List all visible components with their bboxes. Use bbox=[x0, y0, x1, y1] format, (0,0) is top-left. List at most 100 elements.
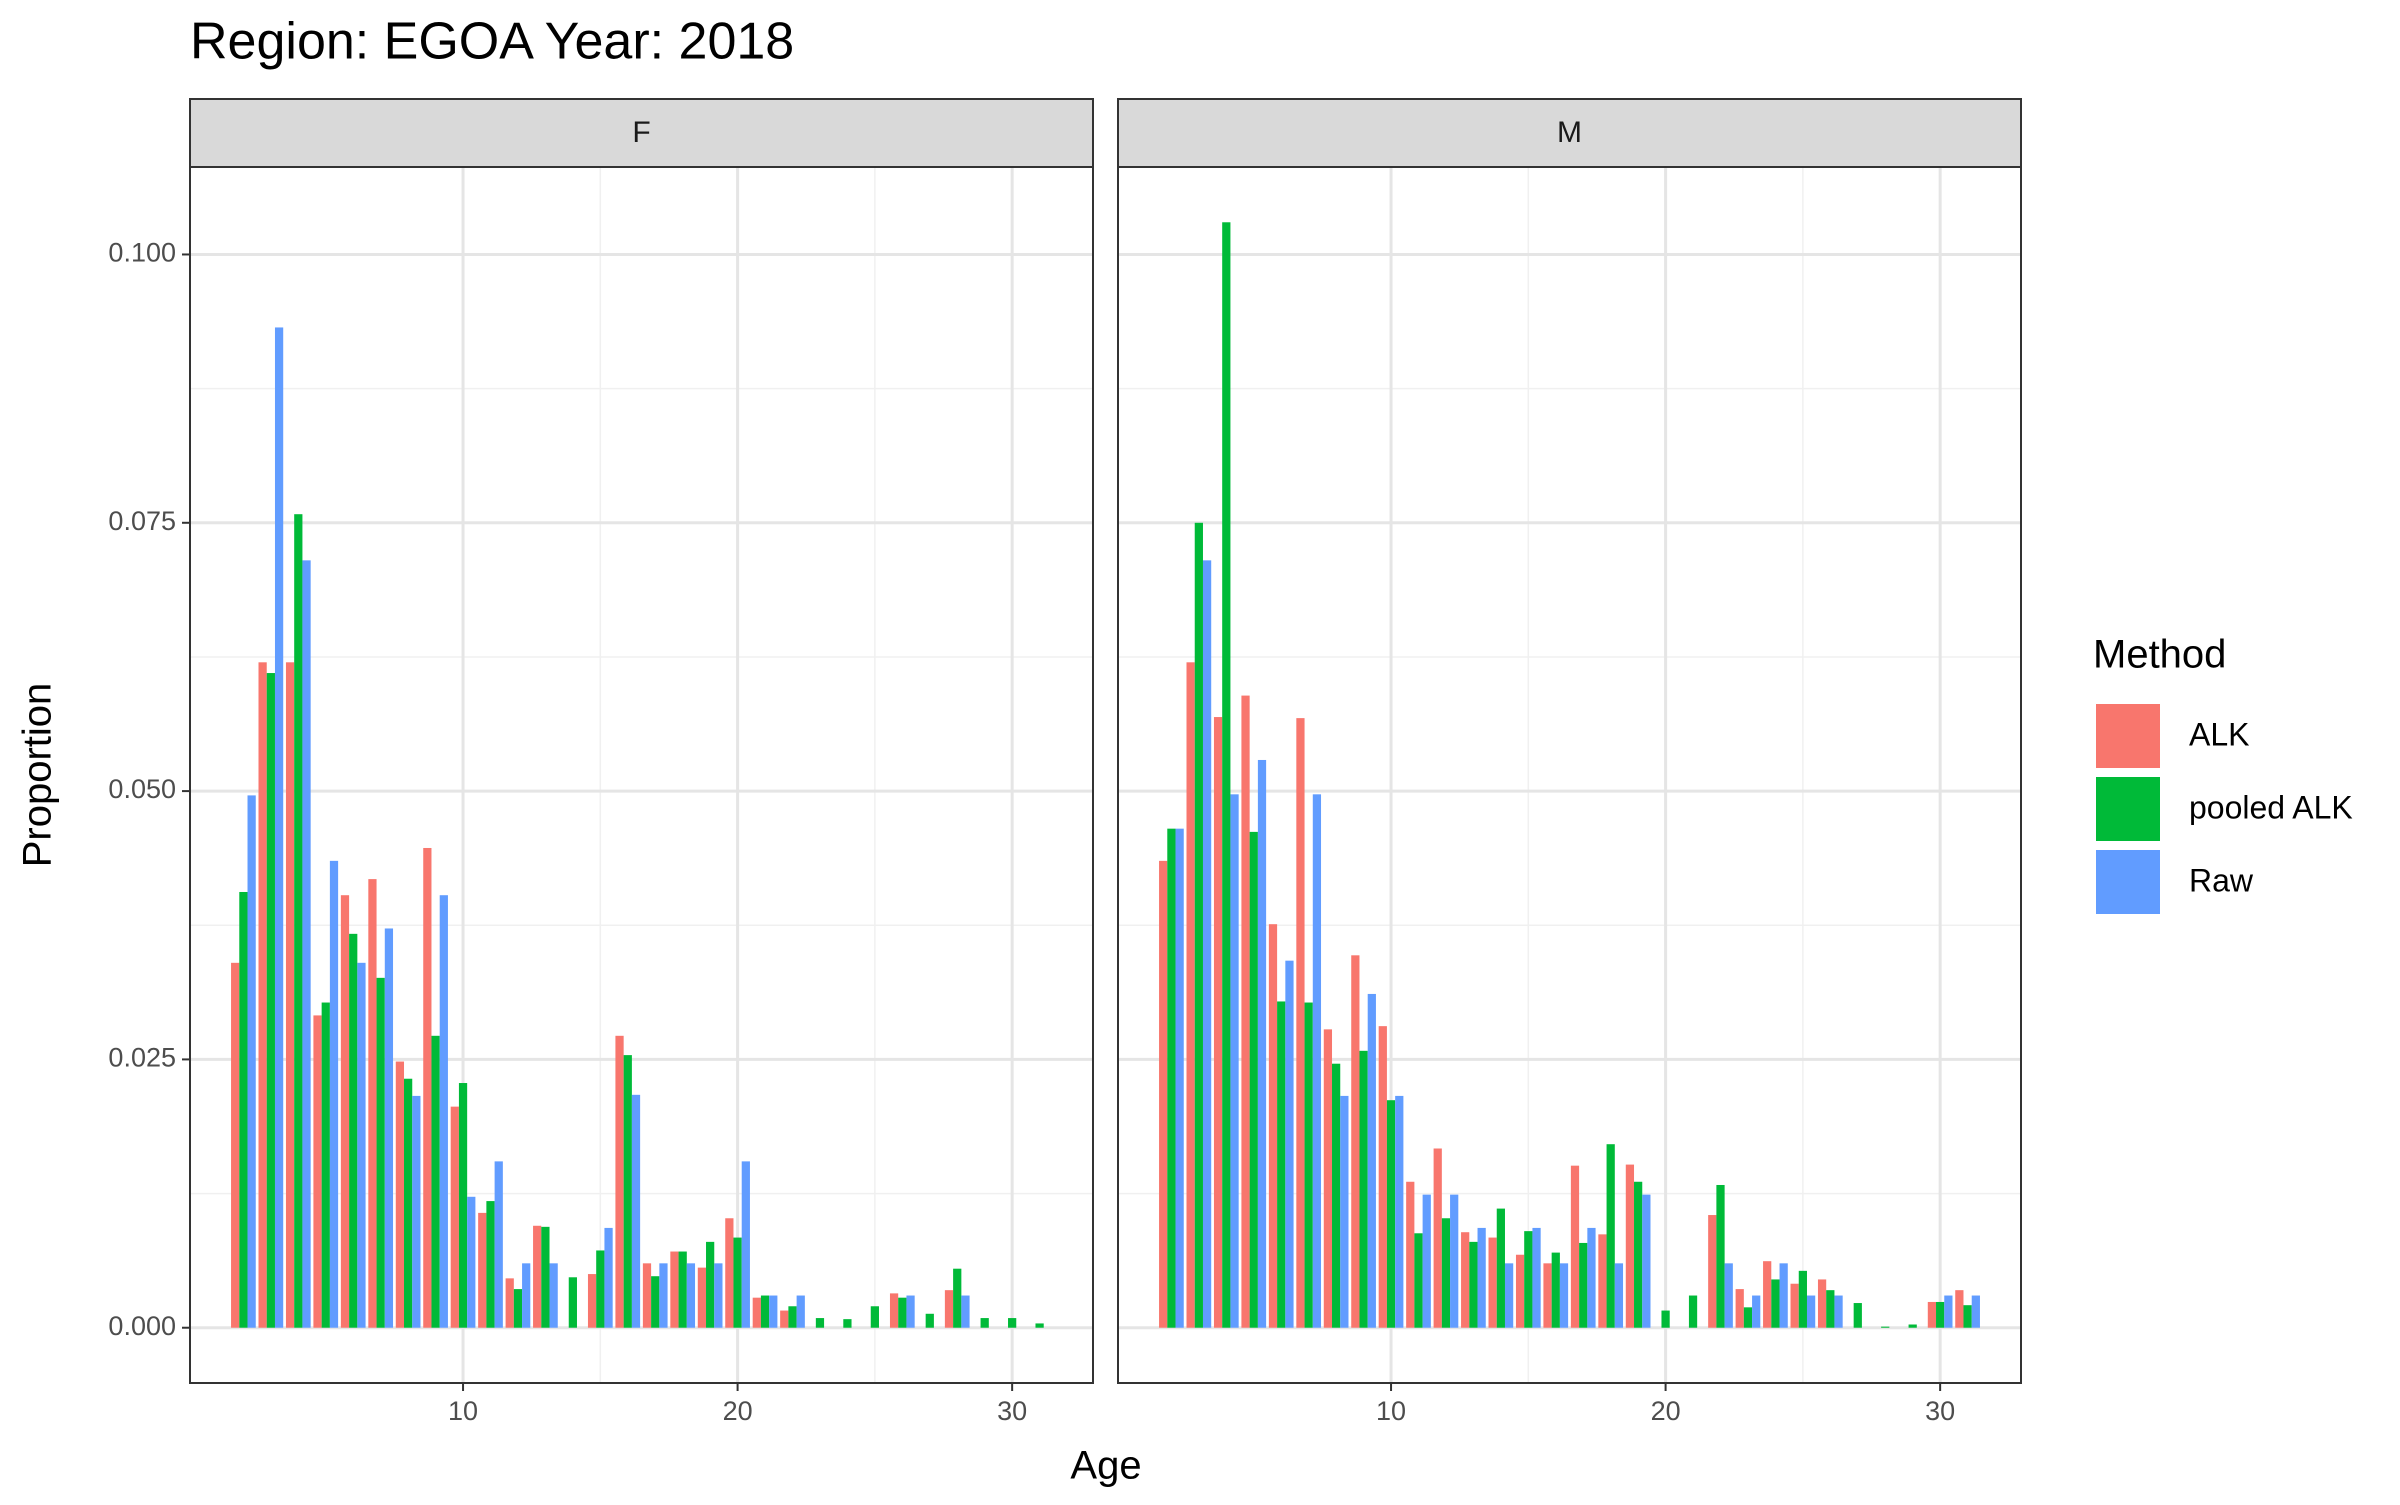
bar bbox=[1277, 1001, 1286, 1328]
bar bbox=[349, 933, 358, 1328]
bar bbox=[1971, 1295, 1980, 1328]
bar bbox=[1806, 1295, 1816, 1328]
bar bbox=[1642, 1194, 1651, 1328]
bar bbox=[1524, 1231, 1533, 1328]
bar bbox=[1881, 1326, 1890, 1328]
bar bbox=[1798, 1270, 1807, 1328]
facet-label: F bbox=[632, 116, 650, 149]
bar bbox=[1351, 955, 1360, 1328]
bar bbox=[285, 662, 295, 1328]
legend-key bbox=[2094, 702, 2162, 770]
bar bbox=[1249, 831, 1258, 1328]
bar bbox=[1834, 1295, 1843, 1328]
bar bbox=[1433, 1148, 1442, 1328]
bar bbox=[522, 1263, 531, 1328]
bar bbox=[1359, 1050, 1368, 1328]
bar bbox=[1285, 960, 1294, 1328]
bar bbox=[1035, 1323, 1044, 1328]
bar bbox=[1194, 522, 1203, 1328]
bar bbox=[549, 1263, 558, 1328]
y-tick-label: 0.025 bbox=[108, 1043, 176, 1073]
bar bbox=[953, 1268, 962, 1328]
bar bbox=[439, 895, 448, 1328]
bar bbox=[752, 1297, 761, 1328]
bar bbox=[1395, 1095, 1404, 1328]
x-tick-label: 10 bbox=[1376, 1396, 1406, 1426]
bar bbox=[870, 1306, 879, 1328]
bar bbox=[1488, 1237, 1497, 1328]
bar bbox=[368, 879, 377, 1328]
bar bbox=[1332, 1063, 1341, 1328]
bar bbox=[1213, 717, 1223, 1328]
bar bbox=[258, 662, 267, 1328]
bar bbox=[1779, 1263, 1788, 1328]
bar bbox=[741, 1161, 750, 1328]
bar bbox=[623, 1055, 632, 1328]
bar bbox=[1159, 860, 1168, 1328]
bar bbox=[1496, 1208, 1505, 1328]
legend-label: Raw bbox=[2189, 862, 2254, 898]
bar bbox=[294, 514, 303, 1328]
bar bbox=[239, 891, 248, 1328]
bar bbox=[1817, 1279, 1827, 1328]
bar bbox=[1936, 1301, 1945, 1328]
bar bbox=[541, 1226, 550, 1328]
bar bbox=[925, 1313, 934, 1328]
facet-label: M bbox=[1557, 116, 1582, 149]
bar bbox=[505, 1278, 514, 1328]
x-tick-label: 20 bbox=[723, 1396, 753, 1426]
bar bbox=[357, 962, 366, 1328]
bar bbox=[1230, 794, 1239, 1328]
bar bbox=[906, 1295, 915, 1328]
bar bbox=[1735, 1289, 1744, 1328]
bar bbox=[412, 1095, 421, 1328]
bar bbox=[1504, 1263, 1514, 1328]
bar bbox=[1186, 662, 1195, 1328]
bar bbox=[1323, 1029, 1333, 1328]
legend-title: Method bbox=[2093, 633, 2226, 677]
bar bbox=[678, 1251, 687, 1328]
bar bbox=[733, 1237, 742, 1328]
bar bbox=[760, 1295, 770, 1328]
bar bbox=[1853, 1303, 1862, 1328]
x-tick-label: 10 bbox=[448, 1396, 478, 1426]
bar bbox=[1661, 1310, 1670, 1328]
facet-strip bbox=[189, 98, 1094, 168]
bar bbox=[478, 1212, 487, 1328]
bar bbox=[1908, 1324, 1917, 1328]
bar bbox=[725, 1218, 734, 1328]
bar bbox=[321, 1002, 330, 1328]
bar bbox=[1202, 560, 1212, 1328]
bar bbox=[1367, 993, 1376, 1328]
y-tick-label: 0.100 bbox=[108, 238, 176, 268]
bar bbox=[423, 847, 432, 1328]
bar bbox=[1708, 1215, 1717, 1328]
bar bbox=[458, 1083, 468, 1328]
y-tick-label: 0.075 bbox=[108, 506, 176, 536]
bar bbox=[587, 1274, 597, 1328]
bar bbox=[467, 1196, 476, 1328]
bar bbox=[1634, 1181, 1643, 1328]
bar bbox=[313, 1015, 322, 1328]
bar bbox=[376, 977, 385, 1328]
bar bbox=[1406, 1181, 1415, 1328]
bar bbox=[615, 1035, 624, 1328]
legend-label: ALK bbox=[2189, 716, 2249, 752]
bar bbox=[1955, 1290, 1964, 1328]
bar bbox=[1461, 1232, 1470, 1328]
bar bbox=[1743, 1307, 1753, 1328]
bar bbox=[1532, 1227, 1541, 1328]
bar bbox=[843, 1319, 852, 1328]
bar bbox=[1422, 1194, 1431, 1328]
bar bbox=[1763, 1261, 1772, 1328]
bar bbox=[889, 1293, 899, 1328]
bar bbox=[231, 962, 240, 1328]
bar bbox=[486, 1201, 495, 1328]
bar bbox=[898, 1297, 907, 1328]
bar bbox=[1587, 1227, 1596, 1328]
bar bbox=[944, 1290, 954, 1328]
bar bbox=[1167, 828, 1176, 1328]
bar bbox=[1625, 1164, 1635, 1328]
bar bbox=[1790, 1283, 1799, 1328]
